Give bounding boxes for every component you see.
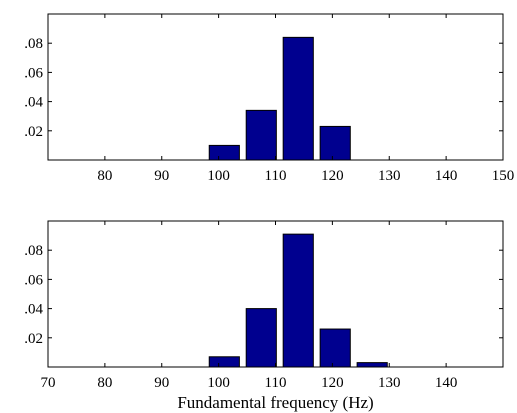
bar-0-7 — [319, 125, 351, 161]
y-tick-label: .06 — [24, 65, 43, 81]
x-tick-label: 70 — [41, 375, 56, 391]
bar-1-6 — [282, 233, 314, 368]
bar-1-5 — [245, 308, 277, 368]
x-tick-label: 130 — [378, 375, 401, 391]
y-tick-label: .04 — [24, 95, 43, 111]
x-tick-label: 90 — [154, 375, 169, 391]
x-tick-label: 90 — [154, 168, 169, 184]
bar-0-4 — [208, 144, 240, 161]
bar-1-8 — [356, 362, 388, 368]
bottom-histogram-panel: 70 80 90 100 110 120 130 140 .02 .04 .06 .08 — [24, 220, 504, 391]
x-tick-label: 140 — [435, 168, 458, 184]
x-tick-label: 100 — [207, 375, 230, 391]
top-histogram-panel: 80 90 100 110 120 130 140 150 .02 .04 .06 .08 — [24, 13, 515, 184]
y-tick-label: .02 — [24, 331, 43, 347]
y-tick-label: .08 — [24, 36, 43, 52]
x-tick-label: 80 — [97, 168, 112, 184]
y-tick-label: .04 — [24, 302, 43, 318]
bar-0-6 — [282, 36, 314, 161]
x-tick-label: 120 — [321, 168, 344, 184]
x-axis-label: Fundamental frequency (Hz) — [177, 393, 373, 412]
x-tick-label: 110 — [265, 375, 287, 391]
x-tick-label: 80 — [97, 375, 112, 391]
x-tick-label: 120 — [321, 375, 344, 391]
bar-0-5 — [245, 109, 277, 161]
y-tick-label: .06 — [24, 272, 43, 288]
x-tick-label: 100 — [207, 168, 230, 184]
bar-1-4 — [208, 356, 240, 368]
bar-1-7 — [319, 328, 351, 368]
x-tick-label: 110 — [265, 168, 287, 184]
x-tick-label: 140 — [435, 375, 458, 391]
y-tick-label: .08 — [24, 243, 43, 259]
x-tick-label: 130 — [378, 168, 401, 184]
x-tick-label: 150 — [492, 168, 515, 184]
y-tick-label: .02 — [24, 124, 43, 140]
